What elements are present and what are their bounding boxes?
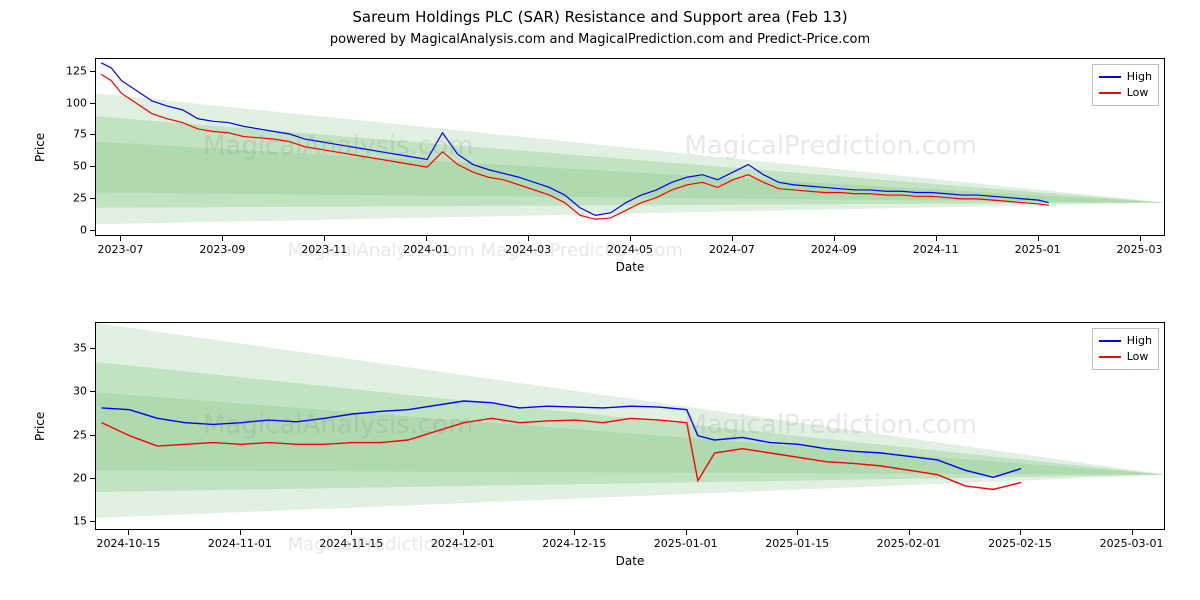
y-tick	[90, 103, 95, 104]
y-tick-label: 100	[47, 96, 87, 109]
x-tick	[1020, 530, 1021, 535]
bottom-chart-panel: MagicalAnalysis.comMagicalPrediction.com	[95, 322, 1165, 530]
plot-area	[96, 323, 1166, 531]
x-tick	[120, 236, 121, 241]
x-tick-label: 2024-03	[505, 243, 551, 256]
y-tick-label: 15	[47, 515, 87, 528]
x-tick	[351, 530, 352, 535]
legend-swatch	[1099, 92, 1121, 94]
x-axis-label: Date	[95, 554, 1165, 568]
y-tick	[90, 71, 95, 72]
y-tick-label: 0	[47, 223, 87, 236]
legend-label: Low	[1127, 85, 1149, 101]
y-tick	[90, 134, 95, 135]
x-tick-label: 2025-01	[1015, 243, 1061, 256]
y-tick-label: 30	[47, 385, 87, 398]
x-tick	[574, 530, 575, 535]
x-tick	[240, 530, 241, 535]
legend: HighLow	[1092, 64, 1159, 106]
x-tick-label: 2024-11-15	[319, 537, 383, 550]
y-tick	[90, 230, 95, 231]
x-tick	[686, 530, 687, 535]
figure: Sareum Holdings PLC (SAR) Resistance and…	[0, 0, 1200, 600]
x-tick-label: 2025-03	[1117, 243, 1163, 256]
y-axis-label: Price	[33, 412, 47, 441]
x-tick-label: 2024-05	[607, 243, 653, 256]
x-tick	[936, 236, 937, 241]
x-axis-label: Date	[95, 260, 1165, 274]
x-tick-label: 2023-09	[199, 243, 245, 256]
legend-swatch	[1099, 340, 1121, 342]
x-tick	[324, 236, 325, 241]
x-tick-label: 2024-11	[913, 243, 959, 256]
x-tick	[1140, 236, 1141, 241]
x-tick	[426, 236, 427, 241]
x-tick-label: 2024-12-01	[431, 537, 495, 550]
x-tick-label: 2023-11	[301, 243, 347, 256]
chart-title: Sareum Holdings PLC (SAR) Resistance and…	[0, 8, 1200, 26]
legend-swatch	[1099, 356, 1121, 358]
y-tick-label: 25	[47, 428, 87, 441]
x-tick-label: 2025-03-01	[1100, 537, 1164, 550]
x-tick-label: 2024-09	[811, 243, 857, 256]
y-tick	[90, 348, 95, 349]
x-tick-label: 2024-10-15	[96, 537, 160, 550]
x-tick	[128, 530, 129, 535]
x-tick	[909, 530, 910, 535]
y-tick	[90, 521, 95, 522]
x-tick-label: 2025-02-01	[877, 537, 941, 550]
legend-label: Low	[1127, 349, 1149, 365]
legend-swatch	[1099, 76, 1121, 78]
legend-item: High	[1099, 69, 1152, 85]
x-tick-label: 2023-07	[97, 243, 143, 256]
plot-area	[96, 59, 1166, 237]
x-tick-label: 2025-02-15	[988, 537, 1052, 550]
y-tick-label: 125	[47, 64, 87, 77]
y-tick-label: 25	[47, 191, 87, 204]
x-tick	[797, 530, 798, 535]
legend-label: High	[1127, 333, 1152, 349]
x-tick	[834, 236, 835, 241]
x-tick	[1132, 530, 1133, 535]
top-chart-panel: MagicalAnalysis.comMagicalPrediction.com	[95, 58, 1165, 236]
y-tick	[90, 198, 95, 199]
x-tick-label: 2024-01	[403, 243, 449, 256]
x-tick	[732, 236, 733, 241]
x-tick-label: 2025-01-01	[654, 537, 718, 550]
legend-label: High	[1127, 69, 1152, 85]
chart-subtitle: powered by MagicalAnalysis.com and Magic…	[0, 32, 1200, 47]
y-tick-label: 50	[47, 160, 87, 173]
x-tick	[463, 530, 464, 535]
y-axis-label: Price	[33, 133, 47, 162]
x-tick	[630, 236, 631, 241]
y-tick	[90, 166, 95, 167]
legend-item: High	[1099, 333, 1152, 349]
x-tick-label: 2024-07	[709, 243, 755, 256]
y-tick-label: 20	[47, 472, 87, 485]
x-tick	[1038, 236, 1039, 241]
legend-item: Low	[1099, 349, 1152, 365]
y-tick-label: 35	[47, 342, 87, 355]
legend-item: Low	[1099, 85, 1152, 101]
y-tick	[90, 391, 95, 392]
y-tick-label: 75	[47, 128, 87, 141]
x-tick-label: 2024-12-15	[542, 537, 606, 550]
x-tick	[222, 236, 223, 241]
x-tick-label: 2025-01-15	[765, 537, 829, 550]
x-tick-label: 2024-11-01	[208, 537, 272, 550]
y-tick	[90, 435, 95, 436]
x-tick	[528, 236, 529, 241]
y-tick	[90, 478, 95, 479]
legend: HighLow	[1092, 328, 1159, 370]
